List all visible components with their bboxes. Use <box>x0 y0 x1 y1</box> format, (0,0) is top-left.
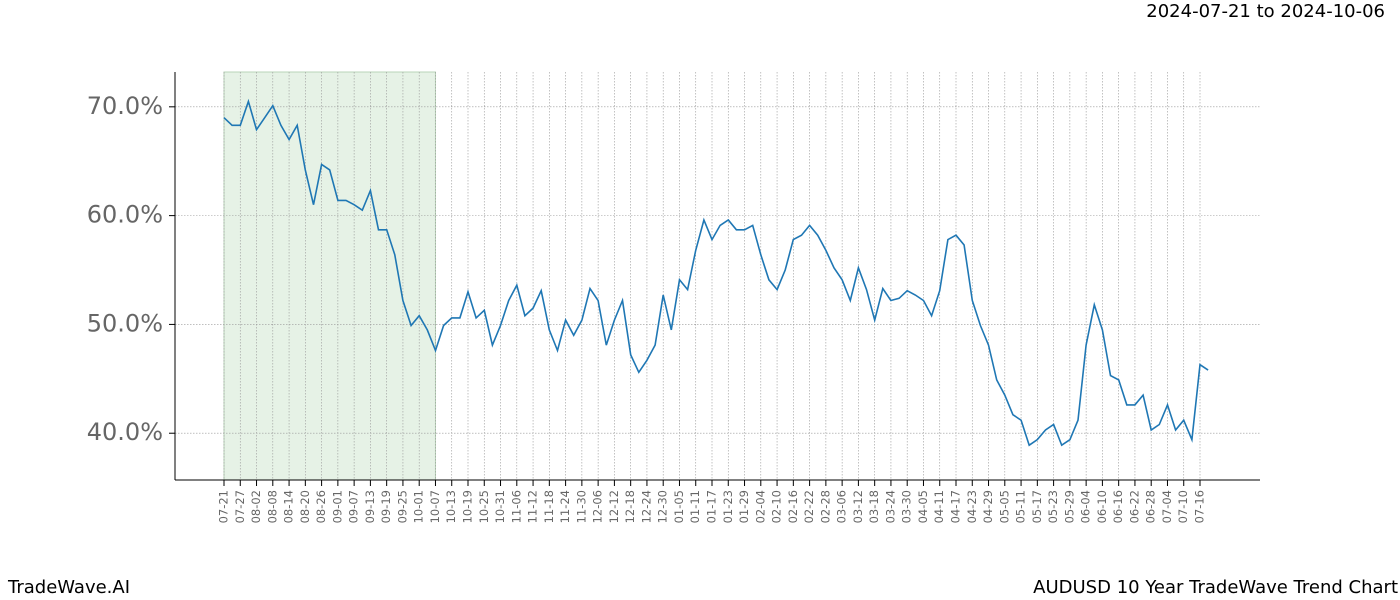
x-tick-label: 07-10 <box>1176 490 1190 523</box>
x-tick-label: 01-29 <box>737 490 751 523</box>
x-tick-label: 04-29 <box>981 490 995 523</box>
highlight-range <box>223 71 436 481</box>
x-tick-label: 06-22 <box>1127 490 1141 523</box>
x-tick-label: 09-07 <box>347 490 361 523</box>
x-tick-label: 07-27 <box>233 490 247 523</box>
x-tick-label: 11-12 <box>526 490 540 523</box>
line-series <box>223 98 1209 447</box>
x-tick-label: 02-16 <box>786 490 800 523</box>
x-tick-label: 06-28 <box>1144 490 1158 523</box>
x-tick-label: 06-16 <box>1111 490 1125 523</box>
x-tick-label: 08-02 <box>249 490 263 523</box>
y-tick-label: 60.0% <box>87 201 163 229</box>
x-tick-label: 08-26 <box>314 490 328 523</box>
x-tick-label: 09-01 <box>330 490 344 523</box>
y-tick-label: 70.0% <box>87 92 163 120</box>
x-tick-label: 10-01 <box>412 490 426 523</box>
x-tick-label: 10-31 <box>493 490 507 523</box>
x-tick-label: 12-06 <box>591 490 605 523</box>
x-tick-label: 03-24 <box>883 490 897 523</box>
y-tick-label: 50.0% <box>87 309 163 337</box>
x-tick-label: 08-20 <box>298 490 312 523</box>
x-tick-label: 04-11 <box>932 490 946 523</box>
chart-subtitle: 2024-07-21 to 2024-10-06 <box>1146 1 1385 22</box>
x-tick-label: 03-06 <box>835 490 849 523</box>
x-tick-label: 03-12 <box>851 490 865 523</box>
x-tick-label: 07-21 <box>217 490 231 523</box>
x-tick-label: 06-04 <box>1079 490 1093 523</box>
x-tick-label: 07-16 <box>1193 490 1207 523</box>
x-tick-label: 12-18 <box>623 490 637 523</box>
x-tick-label: 01-23 <box>721 490 735 523</box>
x-tick-label: 08-14 <box>282 490 296 523</box>
x-tick-label: 09-19 <box>379 490 393 523</box>
x-tick-label: 06-10 <box>1095 490 1109 523</box>
x-tick-label: 10-13 <box>444 490 458 523</box>
x-tick-label: 09-25 <box>395 490 409 523</box>
x-tick-label: 10-19 <box>461 490 475 523</box>
x-tick-label: 01-05 <box>672 490 686 523</box>
x-tick-label: 01-17 <box>705 490 719 523</box>
x-tick-label: 10-25 <box>477 490 491 523</box>
y-tick-label: 40.0% <box>87 418 163 446</box>
x-tick-label: 10-07 <box>428 490 442 523</box>
x-tick-label: 04-23 <box>965 490 979 523</box>
x-tick-label: 02-10 <box>770 490 784 523</box>
x-tick-label: 08-08 <box>265 490 279 523</box>
x-tick-label: 02-28 <box>818 490 832 523</box>
x-tick-label: 12-30 <box>656 490 670 523</box>
x-tick-label: 02-22 <box>802 490 816 523</box>
x-tick-label: 11-30 <box>574 490 588 523</box>
x-tick-label: 09-13 <box>363 490 377 523</box>
watermark: TradeWave.AI <box>7 577 130 598</box>
x-tick-label: 05-05 <box>997 490 1011 523</box>
x-tick-label: 07-04 <box>1160 490 1174 523</box>
x-tick-label: 01-11 <box>688 490 702 523</box>
x-tick-label: 03-30 <box>900 490 914 523</box>
x-tick-label: 05-23 <box>1046 490 1060 523</box>
x-tick-label: 05-29 <box>1062 490 1076 523</box>
x-tick-label: 04-05 <box>916 490 930 523</box>
x-tick-label: 05-17 <box>1030 490 1044 523</box>
x-tick-label: 11-24 <box>558 490 572 523</box>
x-tick-label: 02-04 <box>753 490 767 523</box>
x-tick-label: 12-24 <box>639 490 653 523</box>
chart-title: AUDUSD 10 Year TradeWave Trend Chart <box>1033 577 1398 598</box>
x-tick-label: 11-18 <box>542 490 556 523</box>
x-tick-label: 11-06 <box>509 490 523 523</box>
x-tick-label: 12-12 <box>607 490 621 523</box>
x-tick-label: 04-17 <box>949 490 963 523</box>
x-tick-label: 03-18 <box>867 490 881 523</box>
x-tick-label: 05-11 <box>1014 490 1028 523</box>
